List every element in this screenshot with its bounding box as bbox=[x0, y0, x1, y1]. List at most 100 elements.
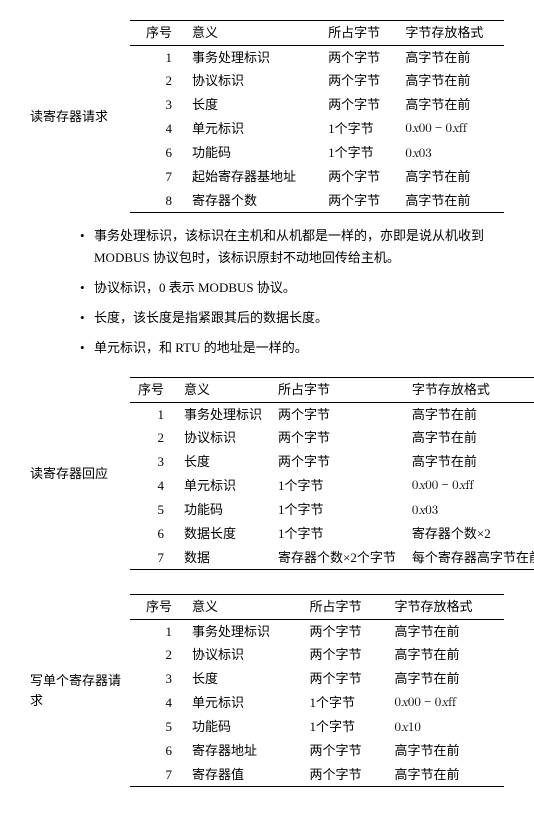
table-cell: 高字节在前 bbox=[397, 45, 504, 69]
table-cell: 0x00 − 0xff bbox=[397, 116, 504, 141]
table-cell: 两个字节 bbox=[301, 667, 386, 691]
table-cell: 两个字节 bbox=[270, 402, 404, 426]
table-cell: 数据长度 bbox=[176, 522, 270, 546]
table-cell: 数据 bbox=[176, 546, 270, 570]
table-cell: 协议标识 bbox=[184, 69, 320, 93]
section-label: 读寄存器回应 bbox=[30, 464, 130, 484]
table-cell: 4 bbox=[130, 690, 184, 715]
table-cell: 6 bbox=[130, 522, 176, 546]
table-cell: 事务处理标识 bbox=[176, 402, 270, 426]
table-cell: 8 bbox=[130, 189, 184, 213]
table-cell: 寄存器地址 bbox=[184, 739, 301, 763]
table-row: 2协议标识两个字节高字节在前 bbox=[130, 643, 504, 667]
table-cell: 2 bbox=[130, 426, 176, 450]
column-header: 字节存放格式 bbox=[397, 21, 504, 46]
table-row: 4单元标识1个字节0x00 − 0xff bbox=[130, 473, 534, 498]
table-row: 1事务处理标识两个字节高字节在前 bbox=[130, 45, 504, 69]
table-cell: 0x00 − 0xff bbox=[404, 473, 534, 498]
column-header: 字节存放格式 bbox=[386, 595, 504, 620]
column-header: 字节存放格式 bbox=[404, 378, 534, 403]
table-row: 3长度两个字节高字节在前 bbox=[130, 93, 504, 117]
note-item: 单元标识，和 RTU 的地址是一样的。 bbox=[80, 337, 504, 359]
table-cell: 1 bbox=[130, 619, 184, 643]
table-cell: 两个字节 bbox=[320, 165, 397, 189]
table-cell: 6 bbox=[130, 141, 184, 166]
table-cell: 1个字节 bbox=[320, 116, 397, 141]
table-row: 4单元标识1个字节0x00 − 0xff bbox=[130, 116, 504, 141]
section-label: 写单个寄存器请求 bbox=[30, 671, 130, 710]
table-row: 1事务处理标识两个字节高字节在前 bbox=[130, 619, 504, 643]
notes-list: 事务处理标识，该标识在主机和从机都是一样的，亦即是说从机收到 MODBUS 协议… bbox=[80, 225, 504, 359]
table-cell: 高字节在前 bbox=[386, 739, 504, 763]
table-cell: 5 bbox=[130, 498, 176, 523]
table-cell: 7 bbox=[130, 165, 184, 189]
table-cell: 寄存器值 bbox=[184, 763, 301, 787]
table-cell: 事务处理标识 bbox=[184, 619, 301, 643]
table-cell: 1个字节 bbox=[270, 473, 404, 498]
column-header: 意义 bbox=[176, 378, 270, 403]
table-row: 5功能码1个字节0x03 bbox=[130, 498, 534, 523]
table-cell: 寄存器个数×2 bbox=[404, 522, 534, 546]
table-cell: 高字节在前 bbox=[386, 667, 504, 691]
table-cell: 5 bbox=[130, 715, 184, 740]
table-cell: 两个字节 bbox=[270, 450, 404, 474]
modbus-table: 序号意义所占字节字节存放格式1事务处理标识两个字节高字节在前2协议标识两个字节高… bbox=[130, 594, 504, 787]
column-header: 意义 bbox=[184, 21, 320, 46]
table-cell: 高字节在前 bbox=[397, 93, 504, 117]
column-header: 意义 bbox=[184, 595, 301, 620]
table-cell: 长度 bbox=[184, 667, 301, 691]
table-cell: 起始寄存器基地址 bbox=[184, 165, 320, 189]
table-cell: 功能码 bbox=[184, 715, 301, 740]
table-row: 6功能码1个字节0x03 bbox=[130, 141, 504, 166]
table-row: 3长度两个字节高字节在前 bbox=[130, 667, 504, 691]
table-cell: 功能码 bbox=[184, 141, 320, 166]
table-cell: 1 bbox=[130, 45, 184, 69]
table-cell: 高字节在前 bbox=[386, 763, 504, 787]
column-header: 序号 bbox=[130, 378, 176, 403]
table-row: 8寄存器个数两个字节高字节在前 bbox=[130, 189, 504, 213]
table-row: 7数据寄存器个数×2个字节每个寄存器高字节在前 bbox=[130, 546, 534, 570]
table-section: 读寄存器回应序号意义所占字节字节存放格式1事务处理标识两个字节高字节在前2协议标… bbox=[30, 377, 504, 570]
table-cell: 1个字节 bbox=[301, 715, 386, 740]
column-header: 所占字节 bbox=[270, 378, 404, 403]
table-row: 5功能码1个字节0x10 bbox=[130, 715, 504, 740]
note-item: 长度，该长度是指紧跟其后的数据长度。 bbox=[80, 307, 504, 329]
table-row: 2协议标识两个字节高字节在前 bbox=[130, 426, 534, 450]
note-item: 事务处理标识，该标识在主机和从机都是一样的，亦即是说从机收到 MODBUS 协议… bbox=[80, 225, 504, 269]
table-cell: 3 bbox=[130, 450, 176, 474]
table-row: 6寄存器地址两个字节高字节在前 bbox=[130, 739, 504, 763]
table-row: 6数据长度1个字节寄存器个数×2 bbox=[130, 522, 534, 546]
table-cell: 协议标识 bbox=[176, 426, 270, 450]
table-cell: 7 bbox=[130, 546, 176, 570]
table-cell: 协议标识 bbox=[184, 643, 301, 667]
table-cell: 两个字节 bbox=[320, 45, 397, 69]
table-cell: 0x03 bbox=[404, 498, 534, 523]
table-cell: 两个字节 bbox=[320, 93, 397, 117]
table-cell: 两个字节 bbox=[320, 189, 397, 213]
table-cell: 7 bbox=[130, 763, 184, 787]
column-header: 序号 bbox=[130, 21, 184, 46]
table-cell: 高字节在前 bbox=[397, 165, 504, 189]
table-row: 7起始寄存器基地址两个字节高字节在前 bbox=[130, 165, 504, 189]
table-cell: 长度 bbox=[176, 450, 270, 474]
column-header: 序号 bbox=[130, 595, 184, 620]
table-section: 读寄存器请求序号意义所占字节字节存放格式1事务处理标识两个字节高字节在前2协议标… bbox=[30, 20, 504, 213]
section-label: 读寄存器请求 bbox=[30, 107, 130, 127]
table-wrapper: 序号意义所占字节字节存放格式1事务处理标识两个字节高字节在前2协议标识两个字节高… bbox=[130, 377, 534, 570]
table-cell: 单元标识 bbox=[176, 473, 270, 498]
table-cell: 0x03 bbox=[397, 141, 504, 166]
table-cell: 2 bbox=[130, 69, 184, 93]
table-row: 2协议标识两个字节高字节在前 bbox=[130, 69, 504, 93]
table-cell: 高字节在前 bbox=[404, 426, 534, 450]
table-cell: 两个字节 bbox=[270, 426, 404, 450]
table-cell: 3 bbox=[130, 667, 184, 691]
table-cell: 高字节在前 bbox=[404, 402, 534, 426]
table-cell: 1个字节 bbox=[270, 522, 404, 546]
table-cell: 单元标识 bbox=[184, 116, 320, 141]
table-section: 写单个寄存器请求序号意义所占字节字节存放格式1事务处理标识两个字节高字节在前2协… bbox=[30, 594, 504, 787]
table-cell: 1 bbox=[130, 402, 176, 426]
table-cell: 高字节在前 bbox=[404, 450, 534, 474]
table-cell: 高字节在前 bbox=[397, 69, 504, 93]
table-cell: 两个字节 bbox=[301, 643, 386, 667]
table-cell: 单元标识 bbox=[184, 690, 301, 715]
